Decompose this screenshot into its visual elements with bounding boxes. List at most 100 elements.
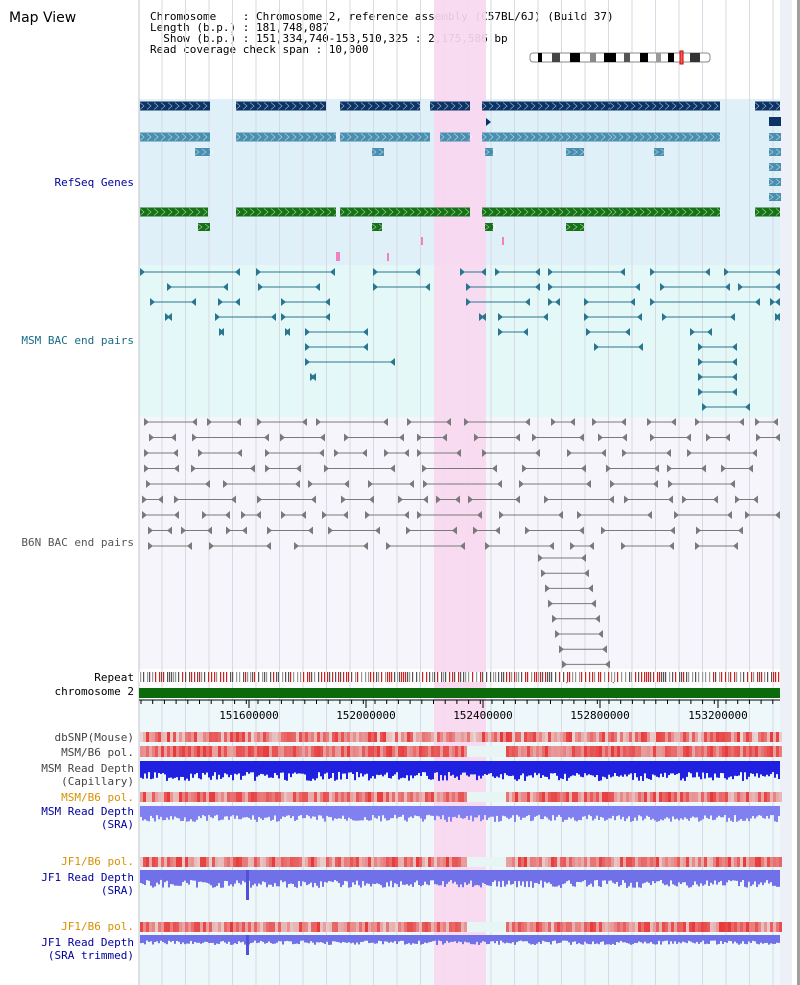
depth-bar [448, 761, 450, 773]
repeat-mark [381, 672, 383, 682]
pol-cell [407, 922, 410, 932]
pol-cell [512, 746, 515, 757]
repeat-mark [631, 672, 633, 682]
gene-strand-arrow [775, 163, 781, 171]
depth-bar [378, 761, 380, 776]
pol-cell [527, 792, 530, 802]
pol-cell [308, 732, 311, 742]
depth-bar [258, 870, 260, 884]
pol-cell [242, 792, 245, 802]
depth-bar [450, 761, 452, 776]
pol-cell [389, 792, 392, 802]
depth-bar [456, 761, 458, 777]
msm-pair-end [698, 373, 703, 381]
depth-bar [552, 870, 554, 887]
label-b6n-bac[interactable]: B6N BAC end pairs [21, 536, 134, 549]
depth-bar [330, 935, 332, 945]
gene-strand-arrow [277, 102, 283, 110]
depth-bar [374, 806, 376, 818]
depth-bar [296, 761, 298, 774]
depth-bar [144, 761, 146, 774]
pol-cell [596, 732, 599, 742]
depth-bar [574, 870, 576, 887]
pol-cell [167, 792, 170, 802]
depth-bar [310, 761, 312, 781]
pol-cell [617, 792, 620, 802]
depth-bar [292, 806, 294, 817]
gene-strand-arrow [319, 133, 325, 141]
pol-cell [143, 857, 146, 867]
selection-highlight[interactable] [434, 0, 486, 985]
pol-cell [149, 746, 152, 757]
pol-cell [194, 922, 197, 932]
pol-cell [176, 857, 179, 867]
b6n-pair-end [302, 418, 307, 426]
depth-bar [600, 935, 602, 943]
refseq-genes[interactable] [139, 101, 781, 262]
pol-cell [638, 746, 641, 757]
pol-cell [254, 857, 257, 867]
depth-bar [666, 935, 668, 941]
depth-bar [522, 870, 524, 882]
depth-bar [716, 806, 718, 818]
pol-cell [776, 857, 779, 867]
depth-bar [268, 806, 270, 817]
depth-bar [352, 806, 354, 821]
pol-cell [455, 857, 458, 867]
depth-bar [142, 761, 144, 779]
depth-bar [242, 761, 244, 776]
depth-bar [750, 870, 752, 887]
msm-bac-pairs[interactable] [140, 268, 780, 411]
depth-bar [240, 806, 242, 820]
pol-cell [626, 792, 629, 802]
depth-bar [628, 935, 630, 944]
repeat-mark [185, 672, 187, 682]
pol-cell [698, 732, 701, 742]
pol-cell [686, 792, 689, 802]
depth-bar [150, 806, 152, 816]
depth-bar [356, 761, 358, 773]
right-scroll-strip[interactable] [780, 0, 792, 985]
depth-bar [144, 870, 146, 886]
msm-pair-end [705, 268, 710, 276]
pol-cell [413, 792, 416, 802]
gene-strand-arrow [346, 208, 352, 216]
pol-cell [779, 792, 782, 802]
depth-bar [222, 870, 224, 888]
label-msm-bac[interactable]: MSM BAC end pairs [21, 334, 134, 347]
pol-cell [569, 746, 572, 757]
depth-bar [178, 870, 180, 886]
depth-bar [324, 870, 326, 883]
depth-bar [174, 806, 176, 817]
depth-bar [294, 761, 296, 773]
chromosome-ideogram[interactable] [529, 50, 711, 65]
pol-cell [689, 792, 692, 802]
depth-bar [214, 870, 216, 888]
depth-bar [670, 761, 672, 774]
depth-bar [288, 935, 290, 942]
depth-bar [242, 806, 244, 818]
depth-bar [420, 761, 422, 776]
depth-bar [264, 935, 266, 944]
pol-cell [665, 857, 668, 867]
depth-bar [360, 935, 362, 942]
b6n-pair-end [775, 511, 780, 519]
pol-cell [737, 792, 740, 802]
depth-bar [682, 870, 684, 883]
pol-cell [398, 922, 401, 932]
depth-bar [750, 935, 752, 944]
pol-cell [221, 922, 224, 932]
gene-strand-arrow [516, 133, 522, 141]
label-refseq[interactable]: RefSeq Genes [55, 176, 134, 189]
depth-bar [612, 935, 614, 944]
depth-bar [312, 870, 314, 888]
pol-cell [296, 746, 299, 757]
depth-bar [454, 935, 456, 942]
pol-cell [275, 792, 278, 802]
b6n-bac-pairs[interactable] [142, 418, 780, 699]
depth-bar [724, 935, 726, 942]
depth-bar [300, 761, 302, 774]
pol-cell [707, 922, 710, 932]
depth-bar [458, 806, 460, 815]
